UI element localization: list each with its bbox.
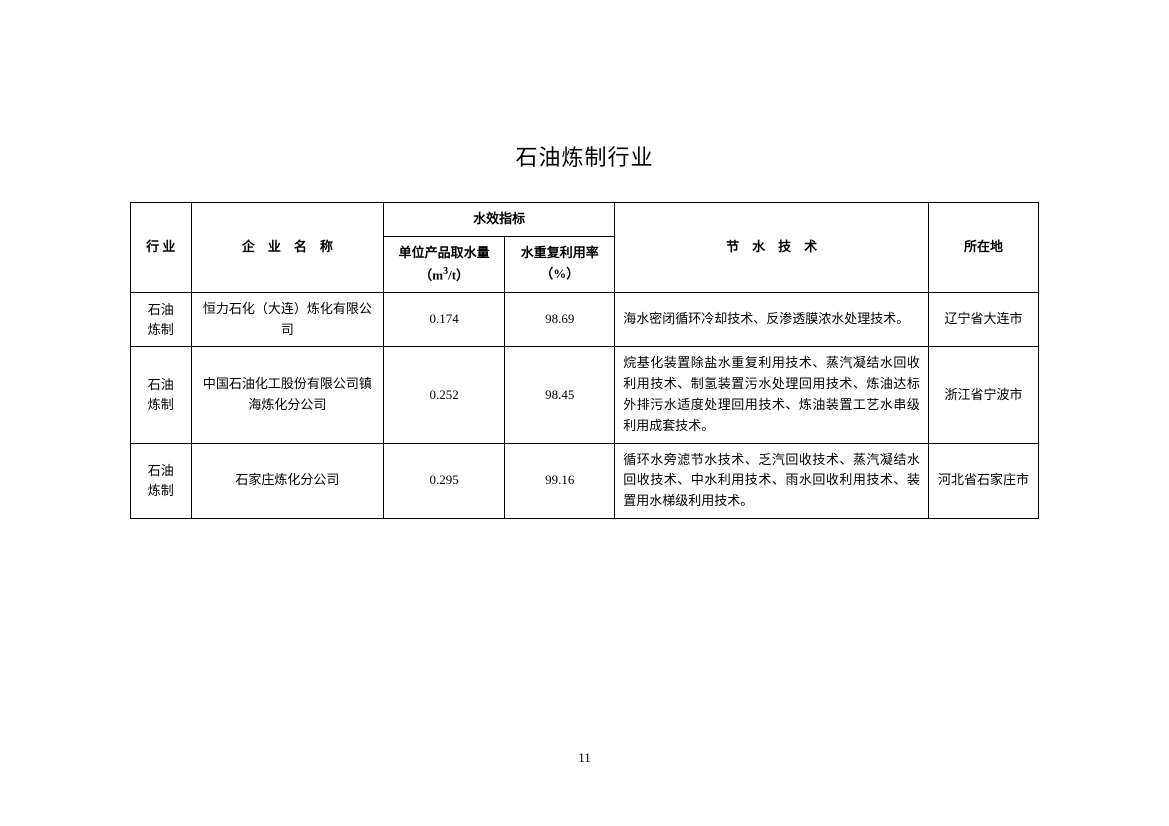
- header-location: 所在地: [928, 203, 1038, 293]
- cell-company: 恒力石化（大连）炼化有限公司: [191, 292, 384, 347]
- cell-metric1: 0.252: [384, 347, 505, 443]
- cell-company: 石家庄炼化分公司: [191, 443, 384, 518]
- cell-metric2: 99.16: [505, 443, 615, 518]
- cell-tech: 海水密闭循环冷却技术、反渗透膜浓水处理技术。: [615, 292, 929, 347]
- cell-location: 辽宁省大连市: [928, 292, 1038, 347]
- table-header: 行 业 企 业 名 称 水效指标 节 水 技 术 所在地 单位产品取水量 （m3…: [131, 203, 1039, 293]
- cell-metric2: 98.69: [505, 292, 615, 347]
- cell-tech: 烷基化装置除盐水重复利用技术、蒸汽凝结水回收利用技术、制氢装置污水处理回用技术、…: [615, 347, 929, 443]
- cell-industry: 石油 炼制: [131, 292, 192, 347]
- industry-line1: 石油: [148, 463, 174, 478]
- header-metric1-unit-prefix: （m: [419, 267, 443, 282]
- industry-line2: 炼制: [148, 397, 174, 412]
- header-company: 企 业 名 称: [191, 203, 384, 293]
- page-title: 石油炼制行业: [130, 140, 1039, 172]
- table-header-row-1: 行 业 企 业 名 称 水效指标 节 水 技 术 所在地: [131, 203, 1039, 237]
- document-page: 石油炼制行业 行 业 企 业 名 称 水效指标 节 水 技 术 所在地 单位产品…: [0, 0, 1169, 519]
- header-metric2: 水重复利用率 （%）: [505, 236, 615, 292]
- page-number: 11: [0, 750, 1169, 766]
- cell-industry: 石油 炼制: [131, 443, 192, 518]
- table-body: 石油 炼制 恒力石化（大连）炼化有限公司 0.174 98.69 海水密闭循环冷…: [131, 292, 1039, 518]
- header-metric1: 单位产品取水量 （m3/t）: [384, 236, 505, 292]
- header-metric1-unit-suffix: /t）: [448, 267, 469, 282]
- cell-metric1: 0.174: [384, 292, 505, 347]
- data-table: 行 业 企 业 名 称 水效指标 节 水 技 术 所在地 单位产品取水量 （m3…: [130, 202, 1039, 519]
- cell-company: 中国石油化工股份有限公司镇海炼化分公司: [191, 347, 384, 443]
- cell-location: 河北省石家庄市: [928, 443, 1038, 518]
- industry-line1: 石油: [148, 377, 174, 392]
- header-tech: 节 水 技 术: [615, 203, 929, 293]
- cell-tech: 循环水旁滤节水技术、乏汽回收技术、蒸汽凝结水回收技术、中水利用技术、雨水回收利用…: [615, 443, 929, 518]
- header-metric2-line1: 水重复利用率: [521, 245, 599, 260]
- industry-line2: 炼制: [148, 322, 174, 337]
- industry-line1: 石油: [148, 302, 174, 317]
- header-metric1-line1: 单位产品取水量: [399, 245, 490, 260]
- cell-metric2: 98.45: [505, 347, 615, 443]
- table-row: 石油 炼制 中国石油化工股份有限公司镇海炼化分公司 0.252 98.45 烷基…: [131, 347, 1039, 443]
- header-metric2-line2: （%）: [540, 266, 579, 281]
- table-row: 石油 炼制 恒力石化（大连）炼化有限公司 0.174 98.69 海水密闭循环冷…: [131, 292, 1039, 347]
- header-metrics-group: 水效指标: [384, 203, 615, 237]
- cell-metric1: 0.295: [384, 443, 505, 518]
- table-row: 石油 炼制 石家庄炼化分公司 0.295 99.16 循环水旁滤节水技术、乏汽回…: [131, 443, 1039, 518]
- header-industry: 行 业: [131, 203, 192, 293]
- cell-industry: 石油 炼制: [131, 347, 192, 443]
- cell-location: 浙江省宁波市: [928, 347, 1038, 443]
- industry-line2: 炼制: [148, 483, 174, 498]
